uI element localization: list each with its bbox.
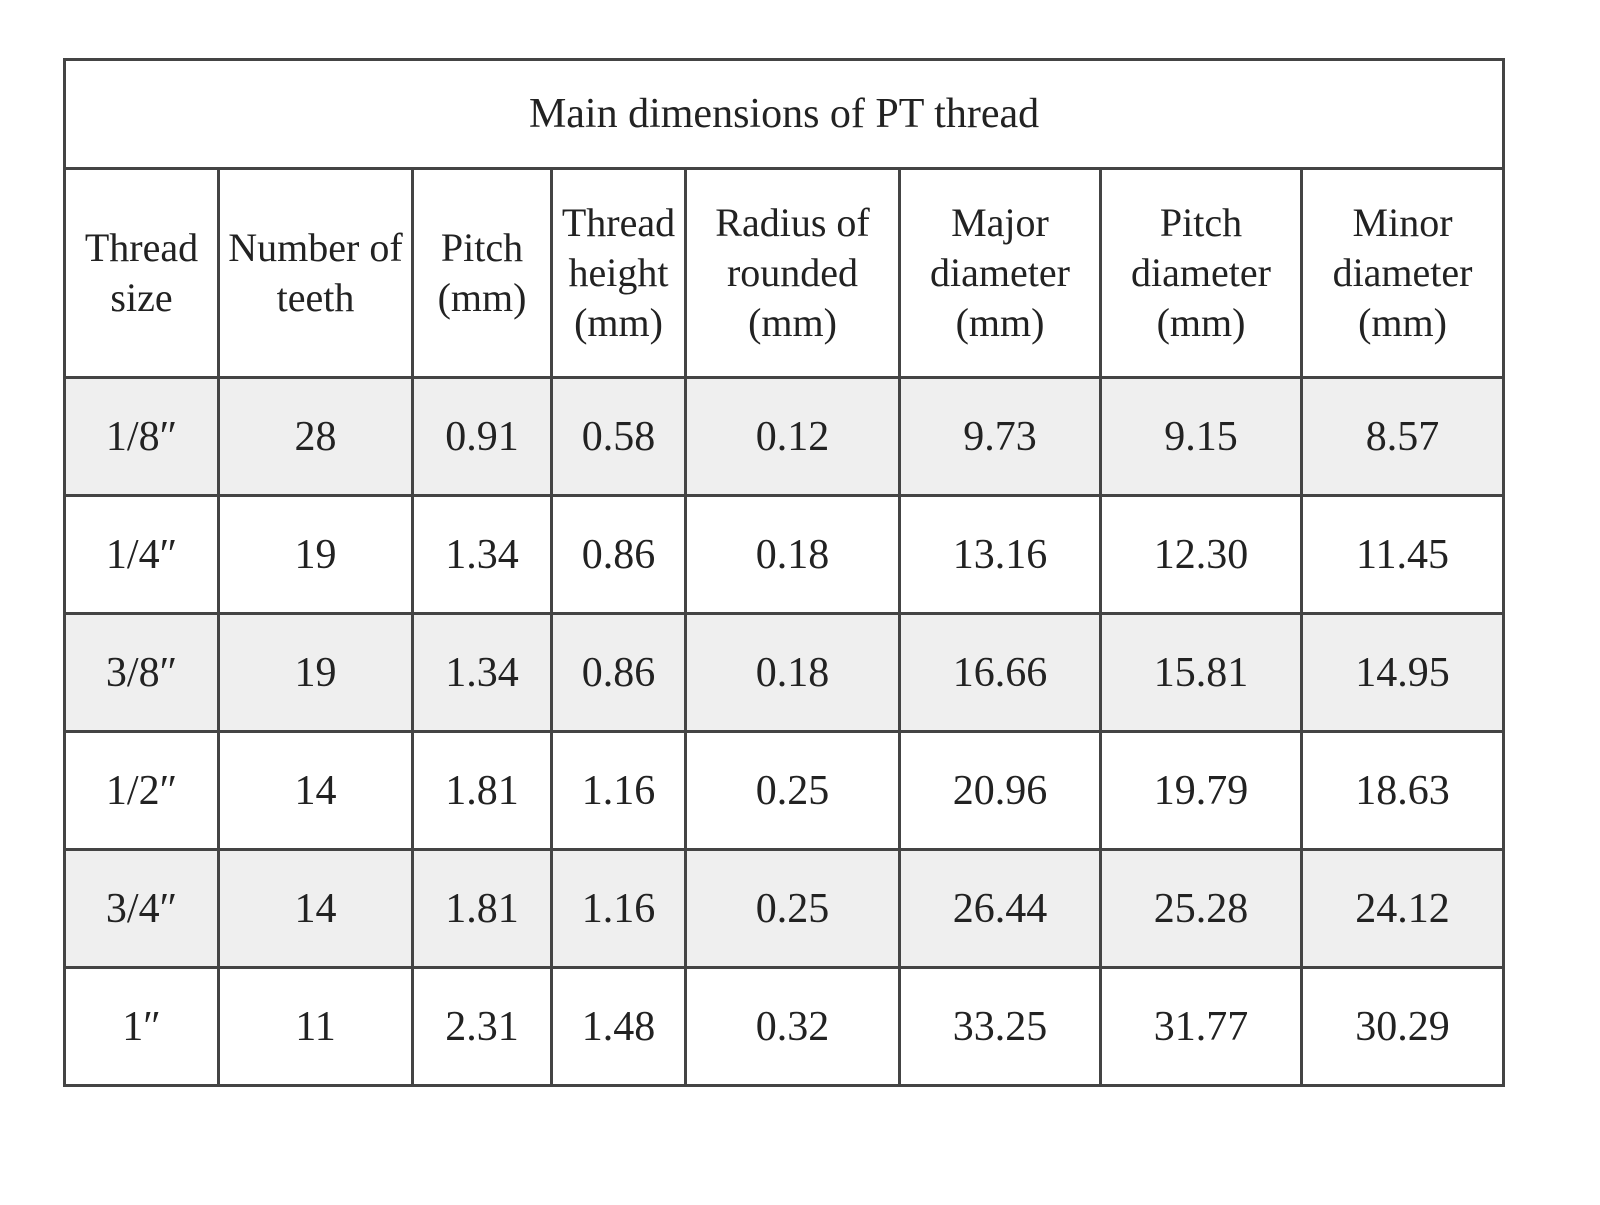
table-row: 1/2″ 14 1.81 1.16 0.25 20.96 19.79 18.63 xyxy=(63,730,1506,851)
table-cell: 0.86 xyxy=(550,494,687,615)
table-body: 1/8″ 28 0.91 0.58 0.12 9.73 9.15 8.57 1/4″ 19 1.34… xyxy=(63,376,1506,1087)
table-cell: 12.30 xyxy=(1099,494,1303,615)
table-cell: 16.66 xyxy=(898,612,1102,733)
table-cell: 14 xyxy=(217,848,414,969)
column-header: Radius of rounded (mm) xyxy=(684,167,901,379)
header-row: Thread size Number of teeth Pitch (mm) Thre… xyxy=(63,167,1506,379)
table-cell: 1.16 xyxy=(550,730,687,851)
column-header: Pitch diameter (mm) xyxy=(1099,167,1303,379)
table-cell: 1.81 xyxy=(411,730,553,851)
table-cell: 1.81 xyxy=(411,848,553,969)
table-cell: 14 xyxy=(217,730,414,851)
table-cell: 3/8″ xyxy=(63,612,220,733)
table-cell: 24.12 xyxy=(1299,848,1506,969)
column-header: Major diameter (mm) xyxy=(898,167,1102,379)
table-cell: 0.86 xyxy=(550,612,687,733)
table-cell: 26.44 xyxy=(898,848,1102,969)
table-cell: 0.18 xyxy=(684,612,901,733)
table-cell: 1.48 xyxy=(550,966,687,1087)
table-cell: 1/4″ xyxy=(63,494,220,615)
table-cell: 19 xyxy=(217,494,414,615)
table-cell: 1/8″ xyxy=(63,376,220,497)
column-header: Thread size xyxy=(63,167,220,379)
table-cell: 19 xyxy=(217,612,414,733)
table-row: 1/4″ 19 1.34 0.86 0.18 13.16 12.30 11.45 xyxy=(63,494,1506,615)
table-cell: 3/4″ xyxy=(63,848,220,969)
title-row: Main dimensions of PT thread xyxy=(62,58,1506,170)
table-cell: 14.95 xyxy=(1299,612,1506,733)
table-cell: 2.31 xyxy=(411,966,553,1087)
table-row: 3/8″ 19 1.34 0.86 0.18 16.66 15.81 14.95 xyxy=(63,612,1506,733)
table-cell: 0.91 xyxy=(411,376,553,497)
table-cell: 11.45 xyxy=(1299,494,1506,615)
table-cell: 18.63 xyxy=(1299,730,1506,851)
table-cell: 1.16 xyxy=(550,848,687,969)
table-cell: 25.28 xyxy=(1099,848,1303,969)
column-header: Minor diameter (mm) xyxy=(1299,167,1506,379)
table-cell: 20.96 xyxy=(898,730,1102,851)
table-cell: 33.25 xyxy=(898,966,1102,1087)
table-cell: 0.25 xyxy=(684,848,901,969)
table-row: 3/4″ 14 1.81 1.16 0.25 26.44 25.28 24.12 xyxy=(63,848,1506,969)
column-header: Pitch (mm) xyxy=(411,167,553,379)
table-cell: 15.81 xyxy=(1099,612,1303,733)
column-header: Number of teeth xyxy=(217,167,414,379)
table-cell: 1/2″ xyxy=(63,730,220,851)
table-cell: 28 xyxy=(217,376,414,497)
table-cell: 13.16 xyxy=(898,494,1102,615)
table-row: 1/8″ 28 0.91 0.58 0.12 9.73 9.15 8.57 xyxy=(63,376,1506,497)
table-cell: 0.32 xyxy=(684,966,901,1087)
table-cell: 1″ xyxy=(63,966,220,1087)
table-title: Main dimensions of PT thread xyxy=(62,58,1506,170)
table-cell: 8.57 xyxy=(1299,376,1506,497)
column-header: Thread height (mm) xyxy=(550,167,687,379)
table-cell: 30.29 xyxy=(1299,966,1506,1087)
table-cell: 9.73 xyxy=(898,376,1102,497)
table-cell: 19.79 xyxy=(1099,730,1303,851)
table-cell: 0.58 xyxy=(550,376,687,497)
table-cell: 0.25 xyxy=(684,730,901,851)
thread-table: Main dimensions of PT thread Thread size… xyxy=(62,58,1506,1087)
table-cell: 11 xyxy=(217,966,414,1087)
table-cell: 0.18 xyxy=(684,494,901,615)
table-row: 1″ 11 2.31 1.48 0.32 33.25 31.77 30.29 xyxy=(63,966,1506,1087)
table-cell: 1.34 xyxy=(411,612,553,733)
table-cell: 9.15 xyxy=(1099,376,1303,497)
table-cell: 31.77 xyxy=(1099,966,1303,1087)
table-cell: 0.12 xyxy=(684,376,901,497)
table-cell: 1.34 xyxy=(411,494,553,615)
